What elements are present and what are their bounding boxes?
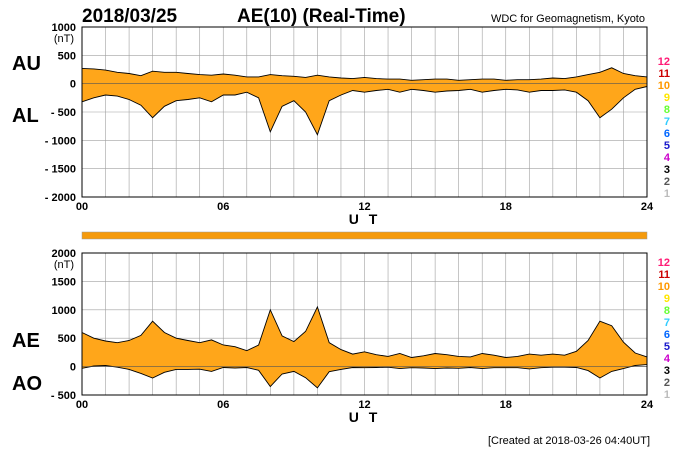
side-label-au: AU [12, 53, 41, 75]
legend-count-11: 11 [658, 269, 670, 281]
side-label-ae: AE [12, 330, 40, 352]
band-au-al [82, 67, 647, 135]
legend-count-7: 7 [664, 317, 670, 329]
plot-frame [81, 26, 648, 198]
side-label-al: AL [12, 105, 39, 127]
y-tick-label: 1500 [52, 276, 76, 288]
legend-count-5: 5 [664, 341, 670, 353]
side-label-ao: AO [12, 373, 42, 395]
date-title: 2018/03/25 [82, 6, 178, 27]
series-line-al [81, 86, 648, 136]
x-tick-label: 00 [76, 201, 88, 213]
series-line-ae [81, 305, 648, 358]
x-tick-label: 24 [641, 399, 654, 411]
legend-count-11: 11 [658, 68, 670, 80]
y-tick-label: - 2000 [45, 192, 76, 204]
y-tick-label: 1000 [52, 22, 76, 34]
x-axis-label: U T [349, 211, 381, 227]
legend-count-1: 1 [664, 389, 670, 401]
legend-count-10: 10 [658, 80, 670, 92]
legend-count-10: 10 [658, 281, 670, 293]
x-tick-label: 06 [217, 201, 229, 213]
legend-count-3: 3 [664, 164, 670, 176]
y-tick-label: - 1500 [45, 164, 76, 176]
legend-count-12: 12 [658, 257, 670, 269]
y-tick-label: 0 [70, 79, 76, 91]
legend-count-7: 7 [664, 116, 670, 128]
index-title: AE(10) (Real-Time) [237, 6, 406, 27]
legend-count-3: 3 [664, 365, 670, 377]
x-tick-label: 24 [641, 201, 654, 213]
legend-count-1: 1 [664, 188, 670, 200]
legend-count-6: 6 [664, 329, 670, 341]
y-tick-label: 2000 [52, 248, 76, 260]
y-tick-label: 500 [58, 50, 76, 62]
series-line-ao [81, 364, 648, 389]
y-unit-label: (nT) [54, 33, 74, 45]
x-tick-label: 06 [217, 399, 229, 411]
legend-count-4: 4 [664, 152, 671, 164]
plot-frame [81, 252, 648, 396]
legend-count-5: 5 [664, 140, 670, 152]
x-tick-label: 18 [500, 399, 512, 411]
y-tick-label: 0 [70, 362, 76, 374]
x-tick-label: 12 [358, 201, 370, 213]
x-tick-label: 00 [76, 399, 88, 411]
data-availability-bar [81, 231, 648, 240]
legend-count-8: 8 [664, 104, 670, 116]
legend-count-12: 12 [658, 56, 670, 68]
y-tick-label: - 500 [51, 390, 76, 402]
x-tick-label: 18 [500, 201, 512, 213]
y-tick-label: - 500 [51, 107, 76, 119]
legend-count-9: 9 [664, 293, 670, 305]
panel-au-al: 1000 500 0 - 500 - 1000 - 1500 - 2000 (nT) 00 06 1… [12, 22, 671, 227]
legend-count-2: 2 [664, 176, 670, 188]
legend-count-4: 4 [664, 353, 671, 365]
legend-count-6: 6 [664, 128, 670, 140]
legend-count-2: 2 [664, 377, 670, 389]
legend-count-8: 8 [664, 305, 670, 317]
x-tick-label: 12 [358, 399, 370, 411]
legend-count-9: 9 [664, 92, 670, 104]
y-unit-label: (nT) [54, 259, 74, 271]
y-tick-label: 500 [58, 333, 76, 345]
series-line-au [81, 67, 648, 81]
source-label: WDC for Geomagnetism, Kyoto [491, 13, 645, 25]
created-timestamp: [Created at 2018-03-26 04:40UT] [488, 435, 650, 447]
y-tick-label: 1000 [52, 305, 76, 317]
y-tick-label: - 1000 [45, 135, 76, 147]
x-axis-label: U T [349, 409, 381, 425]
